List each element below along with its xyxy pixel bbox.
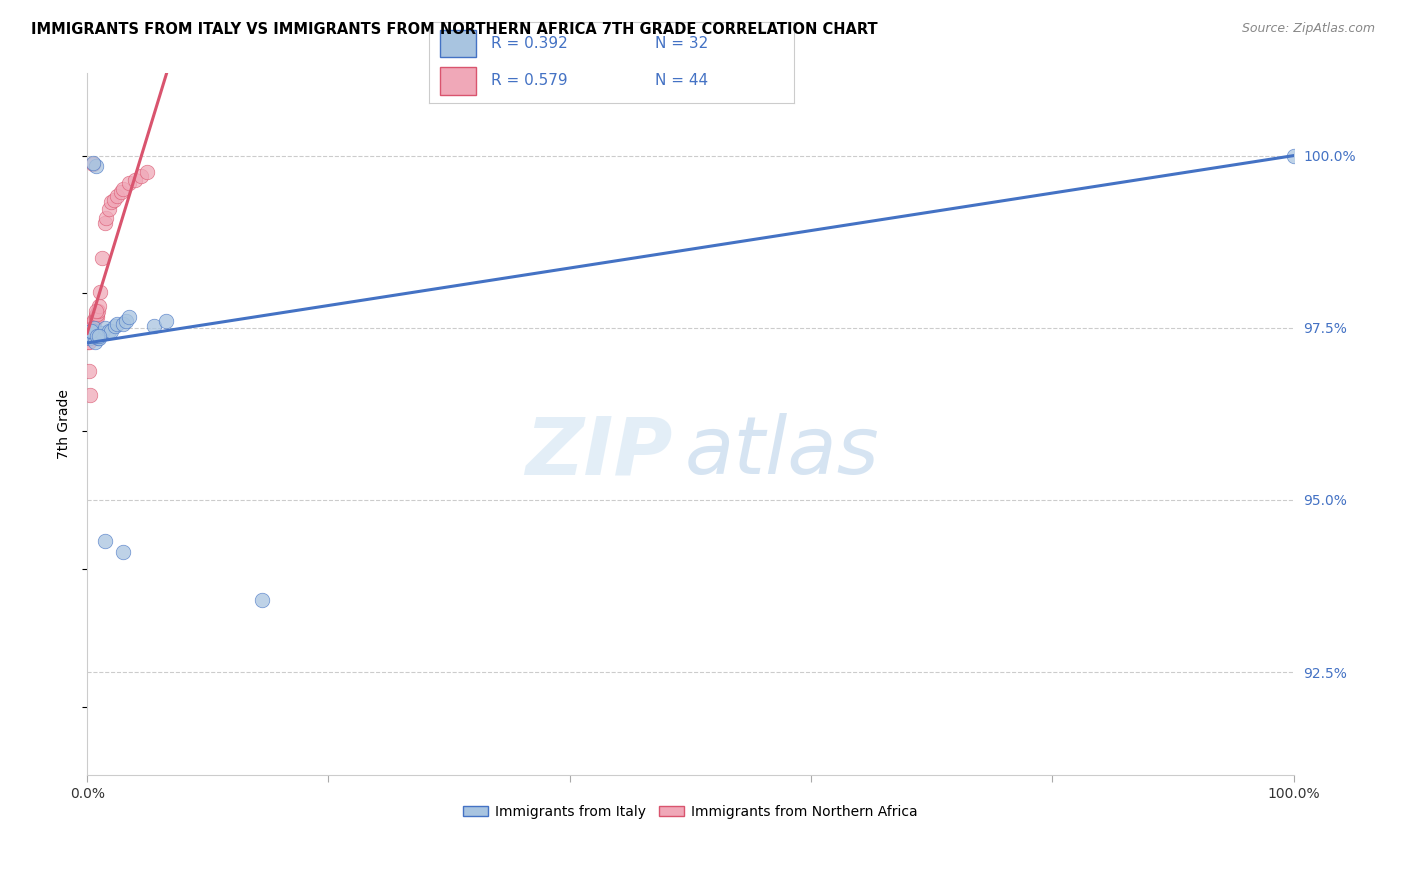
Point xyxy=(89,299,111,313)
Point xyxy=(77,363,100,377)
Point xyxy=(142,319,165,334)
Point xyxy=(80,324,103,338)
Point xyxy=(77,331,100,345)
Point xyxy=(104,319,127,334)
Point xyxy=(112,182,135,196)
Point xyxy=(94,216,117,230)
Legend: Immigrants from Italy, Immigrants from Northern Africa: Immigrants from Italy, Immigrants from N… xyxy=(457,799,924,825)
Point xyxy=(77,331,100,345)
Point xyxy=(84,159,107,173)
Point xyxy=(84,309,107,323)
Point xyxy=(84,303,107,318)
Point xyxy=(94,534,117,549)
Point xyxy=(96,211,118,225)
Point xyxy=(80,322,103,336)
Point xyxy=(90,251,112,265)
Point xyxy=(86,307,108,321)
Point xyxy=(118,176,141,190)
Point xyxy=(82,319,104,334)
Point xyxy=(131,169,153,184)
Point xyxy=(94,320,117,334)
Text: ZIP: ZIP xyxy=(524,413,672,491)
Point xyxy=(1282,148,1305,162)
Point xyxy=(79,324,101,338)
Point xyxy=(83,312,105,326)
Point xyxy=(84,334,107,349)
Text: R = 0.579: R = 0.579 xyxy=(491,73,568,88)
Point xyxy=(89,331,111,345)
Point xyxy=(79,326,101,341)
Point xyxy=(118,310,141,325)
Point xyxy=(89,329,111,343)
Point xyxy=(112,544,135,558)
Point xyxy=(79,388,101,402)
Point xyxy=(80,329,103,343)
Point xyxy=(80,327,103,342)
Text: R = 0.392: R = 0.392 xyxy=(491,36,568,51)
Point xyxy=(82,324,104,338)
Point xyxy=(83,320,105,334)
Point xyxy=(136,165,159,179)
Text: Source: ZipAtlas.com: Source: ZipAtlas.com xyxy=(1241,22,1375,36)
Point xyxy=(76,331,98,345)
Point xyxy=(112,318,135,332)
Point xyxy=(77,326,100,341)
Point xyxy=(100,324,122,338)
Point xyxy=(100,195,122,210)
FancyBboxPatch shape xyxy=(440,67,477,95)
Point xyxy=(87,303,110,318)
Y-axis label: 7th Grade: 7th Grade xyxy=(58,389,72,459)
Point xyxy=(84,310,107,325)
Point xyxy=(83,315,105,329)
Text: N = 44: N = 44 xyxy=(655,73,709,88)
Point xyxy=(155,314,177,328)
Point xyxy=(80,324,103,338)
Point xyxy=(103,194,125,208)
Point xyxy=(82,315,104,329)
Point xyxy=(80,324,103,338)
Point xyxy=(80,320,103,334)
Point xyxy=(79,326,101,341)
Point xyxy=(89,285,111,299)
Point xyxy=(86,310,108,325)
Point xyxy=(87,331,110,345)
Point xyxy=(79,329,101,343)
Point xyxy=(97,324,120,338)
Point xyxy=(82,326,104,341)
Point xyxy=(77,329,100,343)
Point xyxy=(97,202,120,217)
Point xyxy=(79,329,101,343)
Point xyxy=(82,157,104,171)
Point xyxy=(105,318,128,332)
Point xyxy=(79,331,101,345)
FancyBboxPatch shape xyxy=(440,29,477,57)
Point xyxy=(80,319,103,334)
Point xyxy=(250,592,273,607)
Point xyxy=(79,334,101,349)
Point xyxy=(77,334,100,349)
Point xyxy=(114,314,136,328)
Point xyxy=(90,326,112,341)
Point xyxy=(86,329,108,343)
Point xyxy=(105,188,128,202)
Point xyxy=(82,155,104,169)
Text: atlas: atlas xyxy=(685,413,879,491)
Point xyxy=(124,172,146,186)
Text: N = 32: N = 32 xyxy=(655,36,709,51)
Point xyxy=(80,319,103,334)
Text: IMMIGRANTS FROM ITALY VS IMMIGRANTS FROM NORTHERN AFRICA 7TH GRADE CORRELATION C: IMMIGRANTS FROM ITALY VS IMMIGRANTS FROM… xyxy=(31,22,877,37)
Point xyxy=(79,326,101,341)
Point xyxy=(110,185,132,199)
